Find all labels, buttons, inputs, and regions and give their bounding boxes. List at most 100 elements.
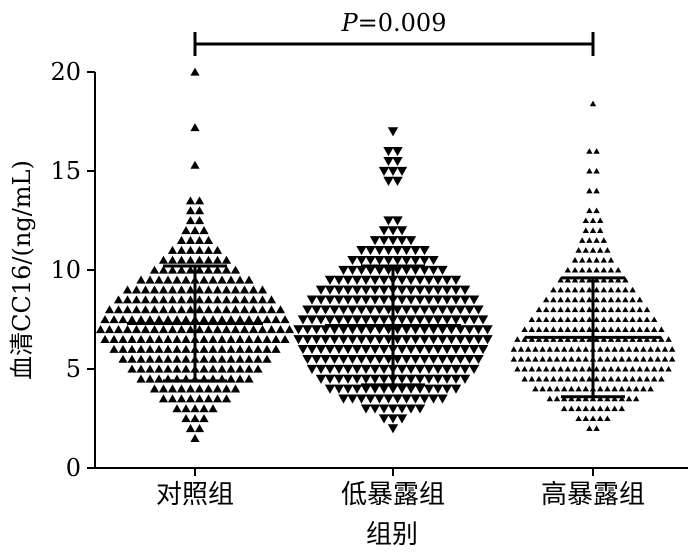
data-point bbox=[311, 325, 322, 335]
data-point bbox=[521, 365, 528, 372]
data-point bbox=[600, 375, 607, 382]
data-point bbox=[473, 354, 484, 365]
data-point bbox=[410, 246, 421, 256]
data-point bbox=[194, 295, 205, 304]
data-point bbox=[190, 123, 200, 132]
data-point bbox=[543, 375, 550, 382]
data-point bbox=[194, 305, 205, 314]
data-point bbox=[658, 365, 665, 372]
data-point bbox=[459, 285, 471, 295]
data-point bbox=[564, 276, 571, 283]
data-point bbox=[593, 296, 600, 303]
data-point bbox=[392, 216, 403, 226]
data-point bbox=[360, 364, 372, 374]
data-point bbox=[405, 384, 417, 394]
data-point bbox=[517, 346, 525, 352]
data-point bbox=[369, 315, 381, 325]
mean-sd-bars bbox=[127, 264, 661, 399]
data-point bbox=[607, 257, 615, 263]
data-point bbox=[136, 344, 146, 353]
data-point bbox=[405, 275, 417, 285]
data-point bbox=[607, 296, 615, 303]
data-point bbox=[122, 305, 133, 314]
data-point bbox=[149, 325, 160, 334]
data-point bbox=[365, 305, 376, 315]
data-point bbox=[633, 385, 640, 392]
data-point bbox=[203, 235, 214, 244]
data-point bbox=[543, 306, 550, 313]
data-point bbox=[396, 364, 408, 374]
data-point bbox=[600, 266, 607, 273]
data-point bbox=[127, 344, 137, 353]
data-point bbox=[167, 265, 178, 274]
data-point bbox=[324, 374, 336, 384]
data-point bbox=[615, 316, 622, 323]
data-point bbox=[575, 247, 582, 253]
data-point bbox=[221, 325, 232, 334]
data-point bbox=[582, 415, 589, 422]
data-point bbox=[333, 275, 345, 285]
data-point bbox=[410, 335, 421, 345]
data-point bbox=[181, 404, 191, 413]
data-point bbox=[640, 346, 647, 352]
x-tick-label: 高暴露组 bbox=[541, 480, 645, 510]
data-point bbox=[586, 276, 593, 283]
data-point bbox=[154, 344, 164, 353]
data-point bbox=[643, 365, 651, 372]
data-point bbox=[450, 345, 462, 355]
data-point bbox=[459, 374, 471, 384]
data-point bbox=[464, 305, 475, 315]
data-point bbox=[185, 295, 196, 304]
data-point bbox=[320, 325, 331, 335]
data-point bbox=[629, 326, 636, 332]
data-point bbox=[414, 364, 426, 374]
data-point bbox=[414, 285, 426, 295]
data-point bbox=[127, 334, 137, 343]
data-point bbox=[149, 285, 160, 294]
data-point bbox=[167, 305, 178, 314]
data-point bbox=[593, 237, 600, 243]
data-point bbox=[185, 255, 196, 264]
data-point bbox=[571, 375, 579, 382]
data-point bbox=[405, 345, 417, 355]
data-point bbox=[131, 305, 142, 314]
data-point bbox=[392, 325, 403, 335]
data-point bbox=[181, 226, 191, 235]
data-point bbox=[582, 395, 589, 402]
data-point bbox=[262, 344, 272, 353]
data-point bbox=[342, 295, 354, 305]
data-point bbox=[176, 255, 187, 264]
data-point bbox=[579, 365, 586, 372]
data-point bbox=[571, 296, 579, 303]
data-point bbox=[351, 285, 363, 295]
data-point bbox=[113, 325, 124, 334]
data-point bbox=[315, 364, 327, 374]
data-point bbox=[203, 394, 214, 403]
data-point bbox=[423, 285, 435, 295]
data-point bbox=[383, 265, 394, 275]
data-point bbox=[324, 275, 336, 285]
data-point bbox=[405, 364, 417, 374]
data-point bbox=[127, 364, 137, 373]
data-point bbox=[615, 276, 622, 283]
data-point bbox=[383, 176, 394, 186]
data-point bbox=[593, 167, 600, 174]
data-point bbox=[203, 255, 214, 264]
data-point bbox=[532, 356, 539, 362]
data-point bbox=[615, 296, 622, 303]
data-point bbox=[306, 364, 318, 374]
data-point bbox=[643, 316, 651, 323]
data-point bbox=[113, 295, 124, 304]
y-tick-label: 10 bbox=[50, 256, 81, 284]
data-point bbox=[374, 255, 385, 266]
data-point bbox=[369, 275, 381, 285]
data-point bbox=[593, 306, 600, 313]
data-point bbox=[477, 345, 489, 355]
data-point bbox=[586, 375, 593, 382]
data-point bbox=[432, 345, 444, 355]
data-point bbox=[589, 227, 597, 233]
data-point bbox=[589, 100, 597, 107]
data-point bbox=[550, 326, 557, 332]
data-point bbox=[401, 354, 412, 365]
